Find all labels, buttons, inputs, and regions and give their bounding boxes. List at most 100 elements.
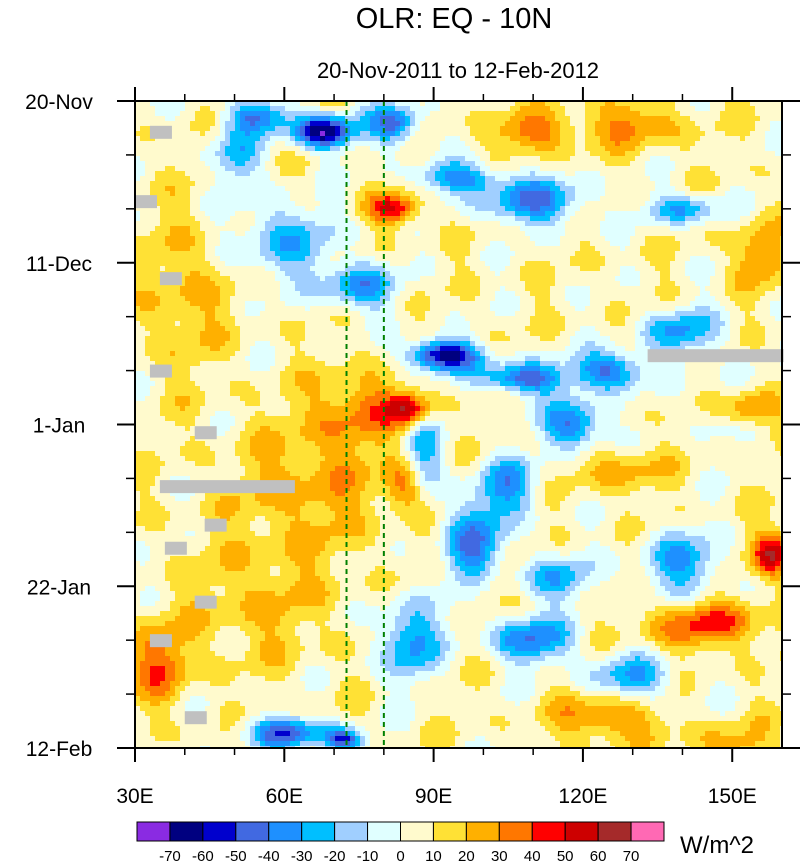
- field-cell: [250, 196, 256, 202]
- field-cell: [295, 246, 301, 252]
- field-cell: [430, 101, 436, 107]
- field-cell: [685, 111, 691, 117]
- field-cell: [530, 181, 536, 187]
- field-cell: [400, 161, 406, 167]
- field-cell: [645, 101, 651, 107]
- field-cell: [365, 176, 371, 182]
- field-cell: [585, 111, 591, 117]
- field-cell: [450, 226, 456, 232]
- field-cell: [630, 216, 636, 222]
- field-cell: [625, 101, 631, 107]
- field-cell: [540, 116, 546, 122]
- field-cell: [225, 191, 231, 197]
- field-cell: [415, 121, 421, 127]
- field-cell: [595, 201, 601, 207]
- field-cell: [555, 241, 561, 247]
- field-cell: [570, 281, 576, 287]
- field-cell: [405, 206, 411, 212]
- field-cell: [495, 141, 501, 147]
- field-cell: [455, 121, 461, 127]
- field-cell: [310, 171, 316, 177]
- field-cell: [150, 246, 156, 252]
- field-cell: [660, 206, 666, 212]
- field-cell: [615, 101, 621, 107]
- field-cell: [145, 126, 151, 132]
- field-cell: [625, 261, 631, 267]
- field-cell: [620, 166, 626, 172]
- field-cell: [220, 166, 226, 172]
- field-cell: [590, 151, 596, 157]
- field-cell: [300, 256, 306, 262]
- field-cell: [540, 261, 546, 267]
- field-cell: [325, 226, 331, 232]
- field-cell: [535, 246, 541, 252]
- field-cell: [390, 276, 396, 282]
- field-cell: [485, 206, 491, 212]
- field-cell: [565, 281, 571, 287]
- field-cell: [170, 256, 176, 262]
- field-cell: [185, 196, 191, 202]
- field-cell: [260, 151, 266, 157]
- field-cell: [360, 146, 366, 152]
- field-cell: [200, 116, 206, 122]
- field-cell: [245, 211, 251, 217]
- field-cell: [625, 236, 631, 242]
- field-cell: [240, 201, 246, 207]
- field-cell: [735, 136, 741, 142]
- field-cell: [255, 131, 261, 137]
- field-cell: [585, 156, 591, 162]
- field-cell: [550, 116, 556, 122]
- field-cell: [305, 206, 311, 212]
- field-cell: [770, 236, 776, 242]
- field-cell: [690, 141, 696, 147]
- field-cell: [385, 226, 391, 232]
- field-cell: [560, 271, 566, 277]
- field-cell: [505, 131, 511, 137]
- field-cell: [160, 106, 166, 112]
- field-cell: [350, 206, 356, 212]
- field-cell: [270, 141, 276, 147]
- field-cell: [495, 196, 501, 202]
- field-cell: [750, 196, 756, 202]
- field-cell: [425, 136, 431, 142]
- field-cell: [285, 276, 291, 282]
- field-cell: [430, 261, 436, 267]
- field-cell: [630, 116, 636, 122]
- field-cell: [720, 111, 726, 117]
- field-cell: [690, 146, 696, 152]
- field-cell: [345, 281, 351, 287]
- field-cell: [625, 181, 631, 187]
- field-cell: [370, 126, 376, 132]
- field-cell: [640, 186, 646, 192]
- field-cell: [335, 216, 341, 222]
- field-cell: [490, 251, 496, 257]
- field-cell: [680, 166, 686, 172]
- field-cell: [585, 186, 591, 192]
- field-cell: [480, 206, 486, 212]
- field-cell: [375, 161, 381, 167]
- field-cell: [345, 186, 351, 192]
- field-cell: [755, 221, 761, 227]
- field-cell: [575, 126, 581, 132]
- field-cell: [375, 291, 381, 297]
- field-cell: [240, 231, 246, 237]
- field-cell: [705, 226, 711, 232]
- field-cell: [335, 126, 341, 132]
- field-cell: [735, 141, 741, 147]
- field-cell: [435, 276, 441, 282]
- field-cell: [155, 236, 161, 242]
- field-cell: [380, 176, 386, 182]
- field-cell: [165, 151, 171, 157]
- field-cell: [475, 286, 481, 292]
- field-cell: [595, 236, 601, 242]
- field-cell: [360, 261, 366, 267]
- field-cell: [595, 286, 601, 292]
- field-cell: [485, 191, 491, 197]
- field-cell: [395, 291, 401, 297]
- field-cell: [620, 181, 626, 187]
- field-cell: [190, 251, 196, 257]
- field-cell: [775, 166, 781, 172]
- field-cell: [475, 226, 481, 232]
- field-cell: [460, 101, 466, 107]
- field-cell: [405, 126, 411, 132]
